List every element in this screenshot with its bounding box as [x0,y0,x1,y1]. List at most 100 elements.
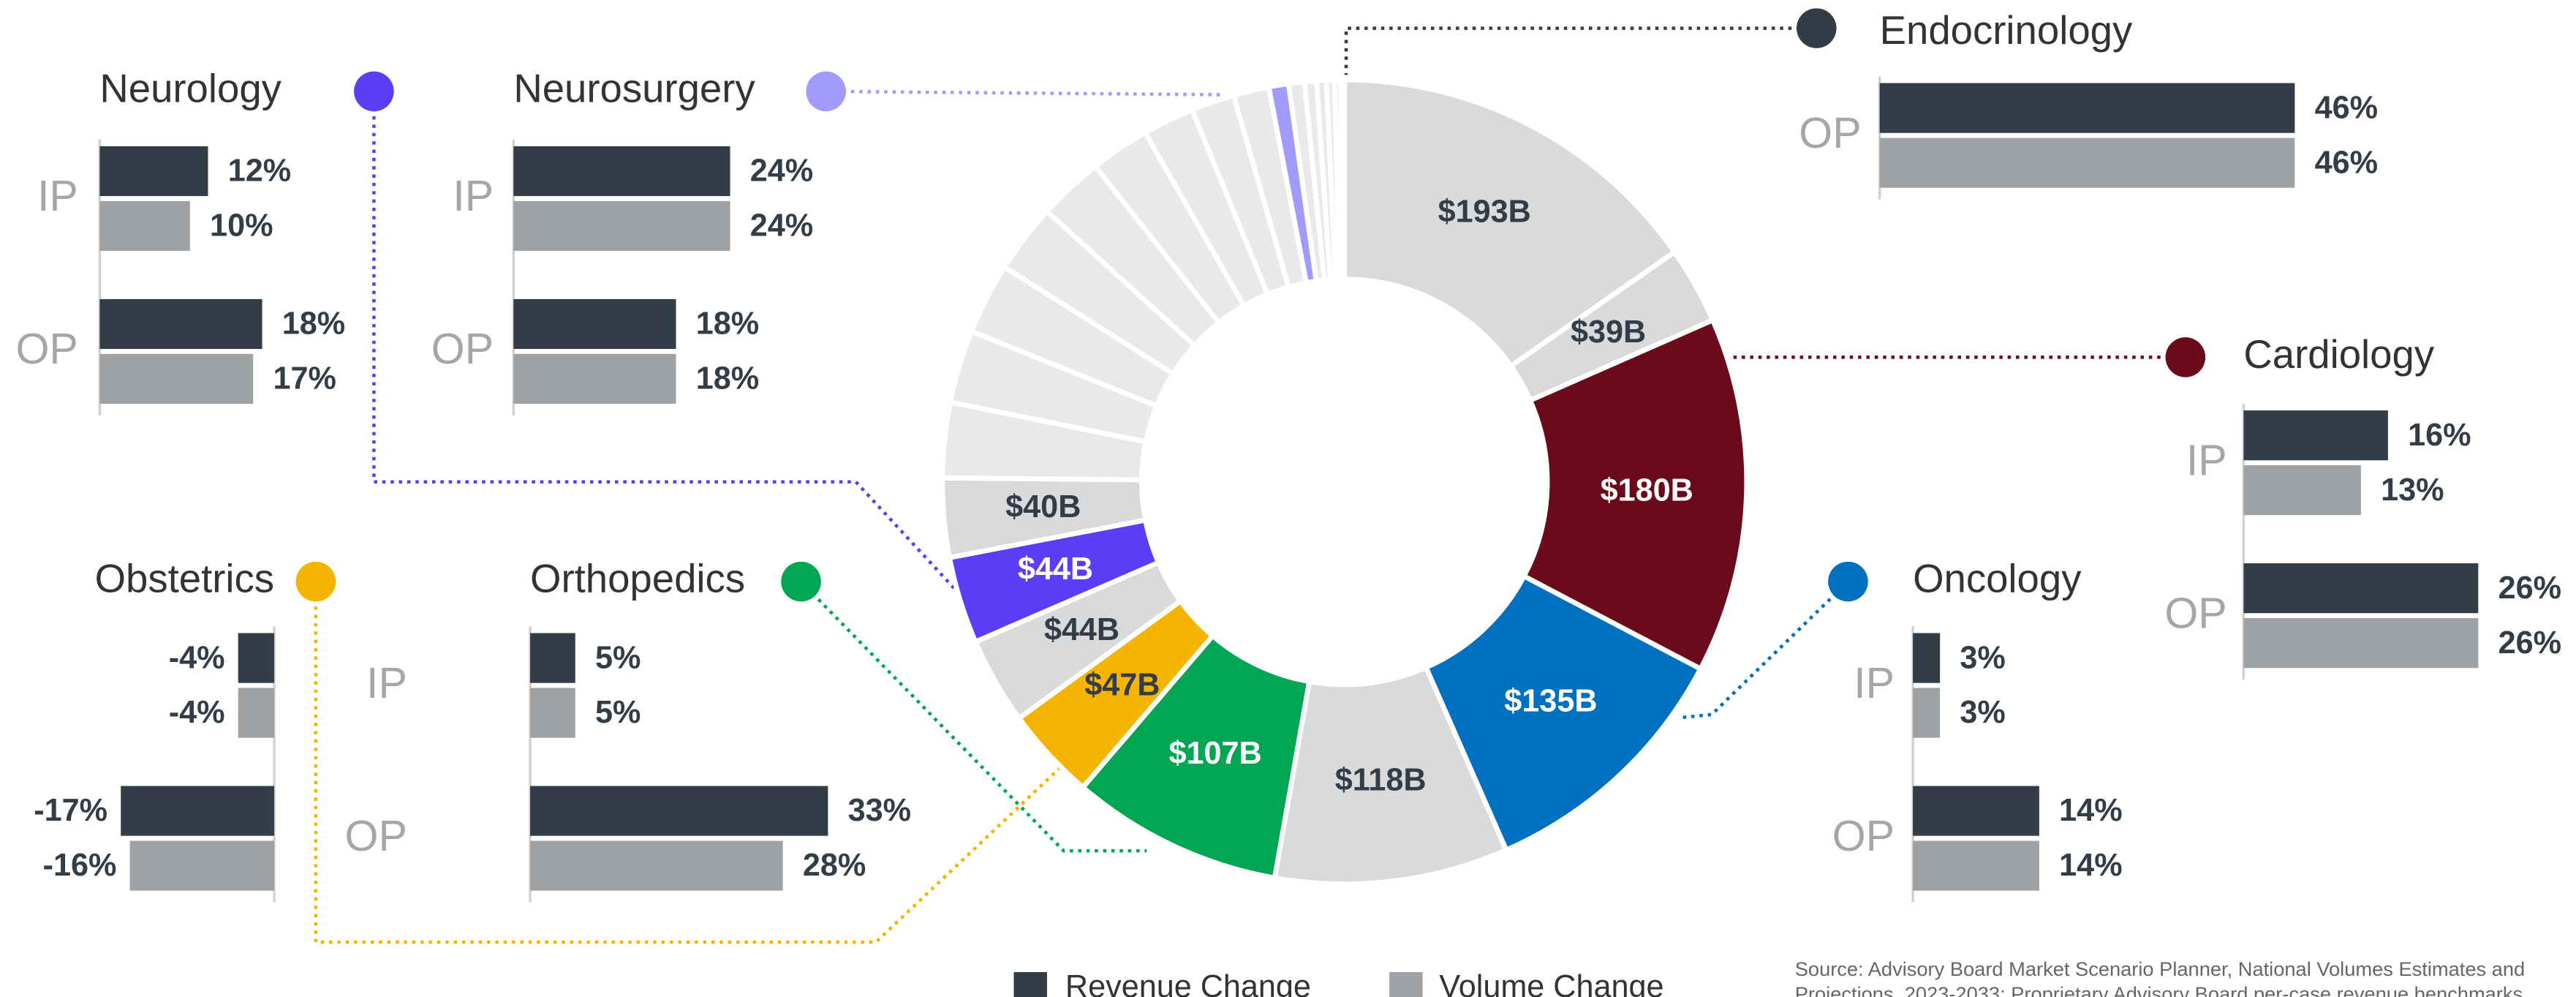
bar-label: 5% [595,695,641,730]
bar-label: 17% [273,361,336,396]
legend-swatch [1389,971,1423,997]
bar-label: -16% [43,848,117,883]
segment-label: $40B [1005,489,1081,524]
segment-label: $44B [1044,612,1119,647]
bar [129,840,275,891]
bar [99,146,208,197]
donut-segment [1342,77,1678,370]
bar [2243,410,2388,461]
bar-label: 18% [696,361,759,396]
donut-segment [1272,664,1510,887]
row-label: IP [1854,659,1895,707]
bar-label: 26% [2498,571,2561,606]
panel-title: Oncology [1913,556,2082,601]
panel-title: Neurology [99,66,282,110]
legend-label: Volume Change [1439,969,1663,997]
bar-label: 24% [750,208,813,244]
bar [1913,633,1941,683]
bar [530,633,575,683]
bar [530,840,783,891]
row-label: IP [37,172,78,220]
panel-dot [354,71,394,112]
bar-label: 13% [2381,473,2444,508]
bar [99,200,190,252]
segment-label: $118B [1335,763,1427,798]
bar [1913,840,2039,891]
panel-dot [295,561,336,602]
bar [1913,688,1941,738]
bar [530,786,828,836]
bar-label: -4% [169,695,225,730]
row-label: OP [2164,589,2226,637]
row-label: OP [1799,109,1861,157]
bar [2243,618,2479,669]
source-line: Projections, 2023-2033; Proprietary Advi… [1795,982,2528,997]
row-label: IP [366,659,407,707]
bar [513,146,730,197]
bar [2243,465,2361,516]
panel-dot [1797,8,1837,48]
donut-segment [1337,77,1348,282]
bar-label: 16% [2408,418,2471,453]
bar [99,353,254,405]
segment-label: $135B [1504,684,1597,719]
row-label: OP [1832,812,1895,860]
bar-label: 28% [803,848,866,883]
leader-line [372,91,957,591]
leader-lines [314,26,2186,944]
bar-label: 14% [2059,848,2122,883]
row-label: OP [431,325,494,373]
panel-dot [2165,337,2206,377]
bar [238,633,275,683]
legend-label: Revenue Change [1065,969,1311,997]
donut-segment [1079,632,1312,881]
source-line: Source: Advisory Board Market Scenario P… [1795,958,2525,980]
bar-label: 33% [848,793,911,828]
bar [99,298,262,350]
segment-label: $39B [1571,315,1646,350]
bar-label: 18% [282,306,345,342]
panel-dot [781,561,821,602]
panel-dot [1828,561,1868,602]
bar-label: 3% [1960,695,2005,730]
bar-label: 5% [595,640,641,675]
bar [238,688,275,738]
leader-line [1344,26,1817,75]
bar-label: 3% [1960,640,2005,675]
bar-label: 46% [2315,90,2378,125]
panel-title: Orthopedics [530,556,745,601]
bar-label: 12% [228,154,291,189]
donut-segment [1422,573,1704,854]
bar-label: -4% [169,640,225,675]
row-label: OP [15,325,78,373]
leader-line [826,89,1222,97]
segment-label: $47B [1084,668,1160,703]
segment-label: $107B [1168,736,1261,771]
segment-label: $193B [1438,195,1531,230]
bar-label: 14% [2059,793,2122,828]
bar-label: 10% [210,208,273,244]
panel-title: Endocrinology [1880,8,2133,53]
panel-dot [806,71,846,112]
leader-line [314,582,1065,944]
legend-swatch [1013,971,1047,997]
bar [1913,786,2039,836]
row-label: OP [344,812,407,860]
segment-label: $44B [1018,552,1093,587]
bar [2243,563,2479,614]
row-label: IP [453,172,494,220]
row-label: IP [2186,436,2227,484]
bar-label: -17% [34,793,107,828]
donut-segment [1520,317,1750,673]
bar-label: 24% [750,154,813,189]
bar [1879,83,2295,133]
bar [513,200,730,252]
bar [530,688,575,738]
bar-label: 18% [696,306,759,342]
leader-line [799,580,1147,853]
bar-label: 26% [2498,625,2561,661]
segment-label: $180B [1601,473,1693,508]
panel-title: Obstetrics [95,556,274,601]
